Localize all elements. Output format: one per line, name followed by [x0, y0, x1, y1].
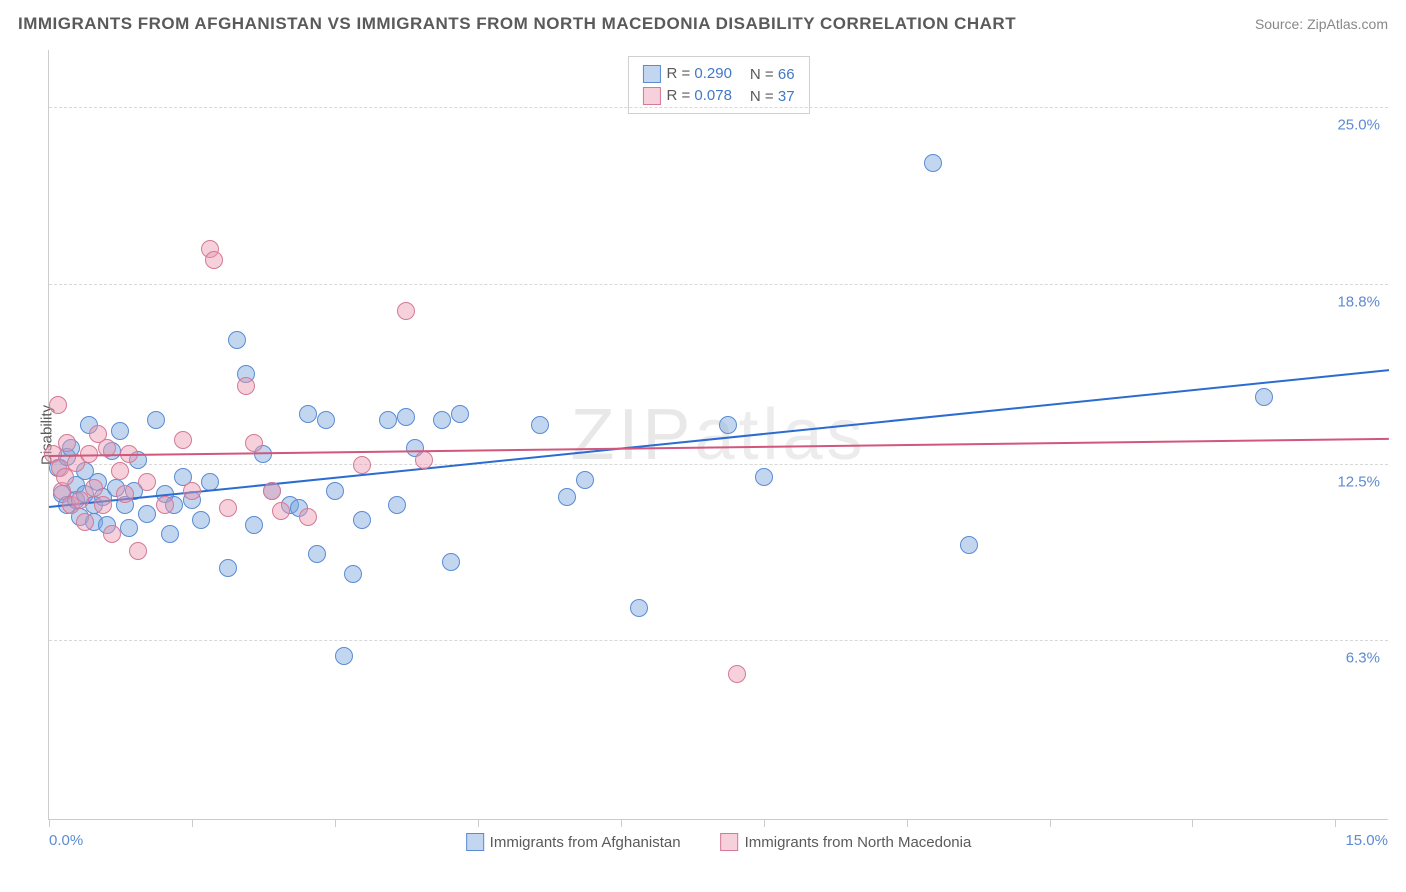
data-point	[219, 559, 237, 577]
data-point	[308, 545, 326, 563]
data-point	[183, 482, 201, 500]
data-point	[147, 411, 165, 429]
y-tick-label: 25.0%	[1337, 117, 1380, 134]
data-point	[531, 416, 549, 434]
series-legend: Immigrants from Afghanistan Immigrants fr…	[466, 833, 972, 851]
data-point	[129, 542, 147, 560]
data-point	[344, 565, 362, 583]
data-point	[161, 525, 179, 543]
data-point	[755, 468, 773, 486]
x-tick	[1050, 819, 1051, 827]
data-point	[335, 647, 353, 665]
data-point	[76, 513, 94, 531]
data-point	[576, 471, 594, 489]
data-point	[263, 482, 281, 500]
data-point	[451, 405, 469, 423]
data-point	[442, 553, 460, 571]
gridline	[49, 640, 1388, 641]
data-point	[924, 154, 942, 172]
gridline	[49, 284, 1388, 285]
data-point	[111, 422, 129, 440]
scatter-chart: ZIPatlas Disability R = 0.290N = 66R = 0…	[48, 50, 1388, 820]
data-point	[728, 665, 746, 683]
data-point	[245, 516, 263, 534]
legend-series-item: Immigrants from North Macedonia	[721, 833, 972, 851]
data-point	[205, 251, 223, 269]
x-tick	[1335, 819, 1336, 827]
legend-stat-row: R = 0.290N = 66	[642, 63, 794, 85]
data-point	[138, 473, 156, 491]
data-point	[960, 536, 978, 554]
data-point	[353, 456, 371, 474]
data-point	[228, 331, 246, 349]
x-axis-max-label: 15.0%	[1345, 832, 1388, 849]
data-point	[299, 405, 317, 423]
x-tick	[907, 819, 908, 827]
data-point	[237, 377, 255, 395]
chart-title: IMMIGRANTS FROM AFGHANISTAN VS IMMIGRANT…	[18, 14, 1016, 34]
x-tick	[764, 819, 765, 827]
data-point	[558, 488, 576, 506]
data-point	[219, 499, 237, 517]
legend-stat-row: R = 0.078N = 37	[642, 85, 794, 107]
data-point	[49, 396, 67, 414]
data-point	[1255, 388, 1273, 406]
data-point	[630, 599, 648, 617]
data-point	[397, 408, 415, 426]
x-tick	[192, 819, 193, 827]
data-point	[192, 511, 210, 529]
data-point	[317, 411, 335, 429]
data-point	[299, 508, 317, 526]
data-point	[326, 482, 344, 500]
correlation-legend: R = 0.290N = 66R = 0.078N = 37	[627, 56, 809, 114]
data-point	[58, 434, 76, 452]
source-attribution: Source: ZipAtlas.com	[1255, 16, 1388, 32]
data-point	[415, 451, 433, 469]
data-point	[103, 525, 121, 543]
gridline	[49, 107, 1388, 108]
data-point	[111, 462, 129, 480]
x-axis-min-label: 0.0%	[49, 832, 83, 849]
x-tick	[1192, 819, 1193, 827]
data-point	[85, 479, 103, 497]
data-point	[388, 496, 406, 514]
data-point	[116, 485, 134, 503]
x-tick	[49, 819, 50, 827]
y-tick-label: 18.8%	[1337, 293, 1380, 310]
data-point	[245, 434, 263, 452]
data-point	[397, 302, 415, 320]
x-tick	[621, 819, 622, 827]
y-tick-label: 12.5%	[1337, 473, 1380, 490]
data-point	[120, 519, 138, 537]
data-point	[379, 411, 397, 429]
x-tick	[335, 819, 336, 827]
y-tick-label: 6.3%	[1346, 650, 1380, 667]
data-point	[719, 416, 737, 434]
data-point	[174, 431, 192, 449]
gridline	[49, 464, 1388, 465]
data-point	[94, 496, 112, 514]
data-point	[353, 511, 371, 529]
legend-series-item: Immigrants from Afghanistan	[466, 833, 681, 851]
data-point	[272, 502, 290, 520]
data-point	[138, 505, 156, 523]
data-point	[433, 411, 451, 429]
data-point	[156, 496, 174, 514]
x-tick	[478, 819, 479, 827]
